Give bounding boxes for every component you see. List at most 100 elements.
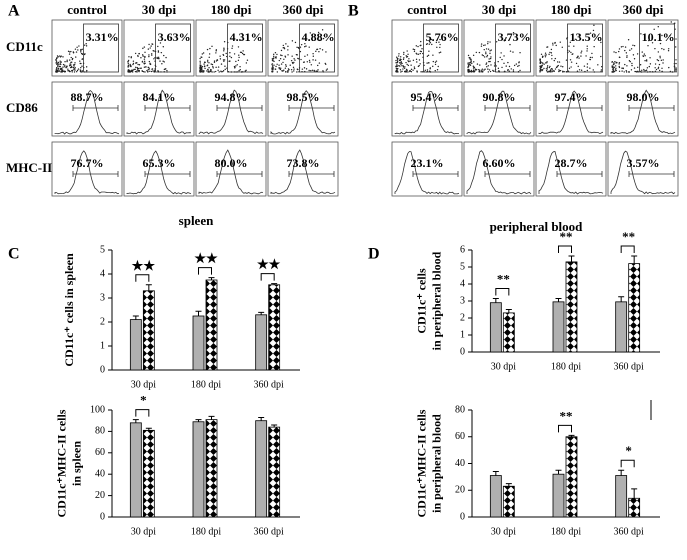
cell-dot: [589, 67, 591, 69]
cell-dot: [402, 68, 404, 70]
error-bar: [618, 296, 625, 302]
cell-dot: [478, 71, 480, 73]
cell-dot: [58, 65, 61, 68]
cell-dot: [659, 42, 662, 45]
cell-dot: [489, 70, 492, 73]
y-tick-label: 2: [100, 316, 105, 327]
bar: [489, 475, 502, 518]
cell-dot: [318, 62, 321, 64]
cell-dot: [545, 54, 547, 56]
cell-dot: [643, 70, 645, 72]
cell-dot: [519, 69, 521, 72]
cell-dot: [219, 55, 221, 57]
cell-dot: [486, 66, 488, 68]
cell-dot: [304, 55, 306, 58]
histogram: [538, 151, 604, 195]
cell-dot: [409, 60, 411, 62]
error-bar: [145, 427, 152, 431]
cell-dot: [565, 59, 568, 61]
cell-dot: [278, 59, 280, 62]
cell-dot: [308, 59, 311, 62]
bar: [628, 263, 641, 353]
significance-bracket: [135, 274, 150, 282]
cell-dot: [401, 70, 403, 73]
cell-dot: [548, 53, 550, 56]
cell-dot: [271, 71, 273, 73]
cell-dot: [79, 69, 82, 71]
cell-dot: [309, 61, 311, 63]
error-bar: [568, 434, 575, 437]
gate-percent: 98.0%: [627, 90, 660, 104]
column-header: 30 dpi: [142, 2, 177, 17]
cell-dot: [472, 65, 475, 67]
cell-dot: [467, 54, 470, 57]
cell-dot: [130, 65, 132, 68]
cell-dot: [548, 66, 551, 69]
bar: [192, 421, 205, 518]
cell-dot: [282, 47, 284, 49]
cell-dot: [274, 52, 277, 54]
cell-dot: [633, 45, 636, 47]
cell-dot: [299, 50, 302, 53]
cell-dot: [291, 61, 294, 64]
cell-dot: [129, 70, 131, 72]
cell-dot: [407, 64, 410, 67]
y-axis-label: in peripheral blood: [429, 414, 443, 513]
cell-dot: [546, 46, 549, 48]
cell-dot: [416, 53, 418, 55]
cell-dot: [438, 52, 441, 54]
cell-dot: [542, 55, 544, 58]
cell-dot: [486, 56, 488, 58]
cell-dot: [229, 55, 231, 58]
cell-dot: [150, 70, 153, 73]
cell-dot: [201, 53, 204, 55]
cell-dot: [218, 71, 220, 73]
cell-dot: [149, 63, 152, 65]
cell-dot: [550, 48, 553, 51]
cell-dot: [72, 64, 75, 66]
cell-dot: [649, 63, 652, 65]
cell-dot: [141, 61, 144, 63]
cell-dot: [322, 37, 325, 40]
error-bar: [618, 469, 625, 476]
cell-dot: [675, 67, 677, 69]
cell-dot: [568, 45, 570, 47]
cell-dot: [147, 68, 149, 71]
gate-line: [216, 105, 263, 111]
cell-dot: [55, 62, 57, 64]
cell-dot: [484, 68, 486, 70]
cell-dot: [476, 63, 479, 65]
cell-dot: [600, 55, 602, 58]
cell-dot: [305, 68, 308, 70]
cell-dot: [402, 58, 405, 61]
cell-dot: [236, 64, 238, 66]
cell-dot: [399, 69, 402, 71]
error-bar: [631, 255, 638, 264]
cell-dot: [612, 68, 615, 70]
cell-dot: [505, 65, 507, 67]
cell-dot: [628, 71, 631, 73]
column-header: 180 dpi: [211, 2, 252, 17]
gate-line: [628, 105, 675, 111]
cell-dot: [73, 71, 76, 73]
cell-dot: [313, 70, 316, 72]
cell-dot: [569, 59, 572, 61]
cell-dot: [72, 51, 75, 54]
gate-line: [556, 105, 603, 111]
bar: [255, 314, 268, 371]
x-tick-label: 360 dpi: [254, 379, 285, 390]
cell-dot: [324, 62, 326, 65]
cell-dot: [586, 48, 588, 50]
cell-dot: [435, 60, 438, 62]
cell-dot: [569, 41, 572, 44]
cell-dot: [551, 54, 553, 57]
tissue-label: spleen: [179, 213, 214, 228]
cell-dot: [583, 65, 586, 67]
cell-dot: [211, 63, 214, 66]
cell-dot: [285, 71, 287, 73]
cell-dot: [133, 68, 135, 71]
cell-dot: [487, 71, 490, 73]
cell-dot: [245, 62, 248, 64]
cell-dot: [399, 59, 402, 62]
cell-dot: [151, 68, 153, 70]
